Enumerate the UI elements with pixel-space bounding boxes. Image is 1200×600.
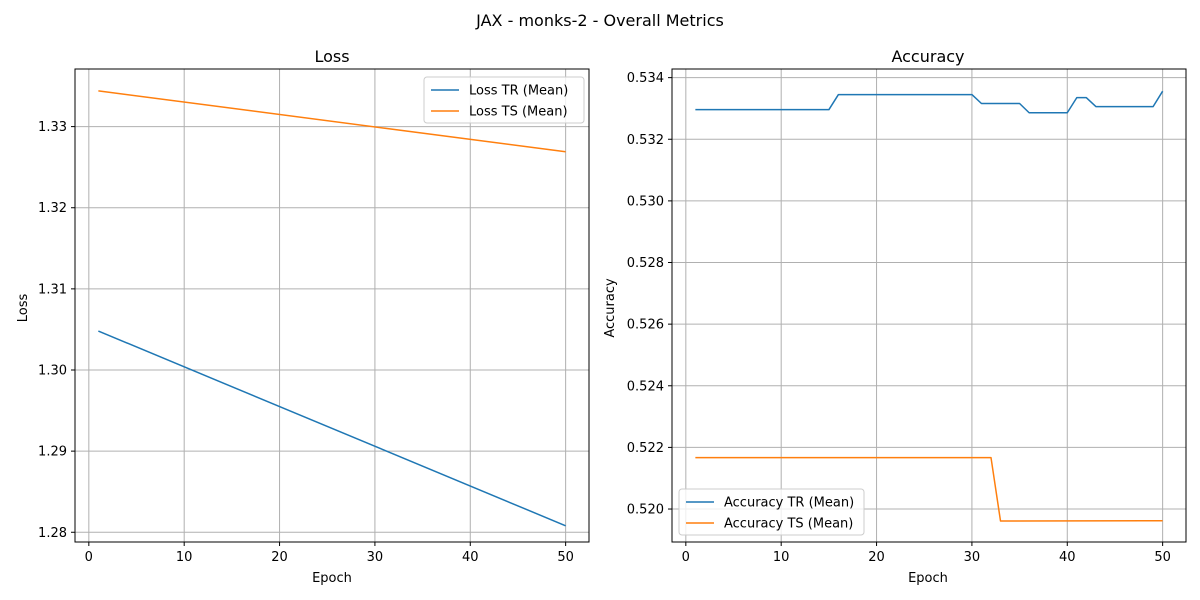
- loss-panel: Loss Epoch Loss 0 10 20 30 40 50 1.28 1.29 1.30 1…: [16, 47, 590, 586]
- accuracy-y-tick-label: 0.520: [627, 503, 664, 518]
- loss-legend-box: [423, 76, 585, 124]
- accuracy-legend-box: [678, 488, 865, 536]
- accuracy-y-tick-label: 0.522: [627, 441, 664, 456]
- loss-x-tick-label: 10: [176, 550, 193, 565]
- accuracy-axes-frame: [671, 68, 1187, 543]
- loss-series-line-ts: [98, 90, 566, 153]
- loss-x-axis-label: Epoch: [312, 571, 352, 586]
- loss-x-tick-label: 30: [367, 550, 384, 565]
- loss-panel-title: Loss: [314, 47, 349, 66]
- accuracy-y-tick-label: 0.526: [627, 318, 664, 333]
- loss-x-tick-label: 20: [271, 550, 288, 565]
- accuracy-panel-title: Accuracy: [891, 47, 964, 66]
- accuracy-legend: Accuracy TR (Mean) Accuracy TS (Mean): [678, 488, 865, 536]
- loss-x-tick-label: 40: [462, 550, 479, 565]
- accuracy-legend-label: Accuracy TS (Mean): [724, 517, 853, 532]
- accuracy-series-line-ts: [695, 456, 1163, 522]
- accuracy-y-tick-label: 0.528: [627, 256, 664, 271]
- accuracy-y-tick-label: 0.524: [627, 379, 664, 394]
- accuracy-x-tick-label: 30: [964, 550, 981, 565]
- loss-y-axis-label: Loss: [16, 294, 31, 323]
- loss-y-tick-label: 1.31: [38, 282, 67, 297]
- loss-x-tick-label: 0: [85, 550, 93, 565]
- accuracy-x-axis-label: Epoch: [908, 571, 948, 586]
- accuracy-x-tick-label: 10: [773, 550, 790, 565]
- loss-series-line-tr: [98, 330, 566, 527]
- loss-y-tick-label: 1.28: [38, 526, 67, 541]
- accuracy-x-tick-label: 50: [1154, 550, 1171, 565]
- loss-y-tick-label: 1.33: [38, 120, 67, 135]
- accuracy-y-tick-label: 0.530: [627, 194, 664, 209]
- loss-x-tick-label: 50: [557, 550, 574, 565]
- loss-legend: Loss TR (Mean) Loss TS (Mean): [423, 76, 585, 124]
- accuracy-x-tick-label: 20: [868, 550, 885, 565]
- accuracy-x-tick-label: 40: [1059, 550, 1076, 565]
- loss-y-tick-label: 1.32: [38, 201, 67, 216]
- loss-legend-label: Loss TR (Mean): [469, 84, 568, 99]
- accuracy-x-tick-label: 0: [682, 550, 690, 565]
- accuracy-y-axis-label: Accuracy: [603, 278, 618, 338]
- figure-suptitle: JAX - monks-2 - Overall Metrics: [475, 11, 724, 30]
- accuracy-y-tick-label: 0.532: [627, 133, 664, 148]
- accuracy-legend-label: Accuracy TR (Mean): [724, 496, 854, 511]
- loss-y-tick-label: 1.30: [38, 364, 67, 379]
- accuracy-panel: Accuracy Epoch Accuracy 0 10 20 30 40 50 0.520…: [603, 47, 1187, 586]
- loss-legend-label: Loss TS (Mean): [469, 105, 568, 120]
- loss-y-tick-label: 1.29: [38, 445, 67, 460]
- loss-axes-frame: [74, 68, 590, 543]
- accuracy-y-tick-label: 0.534: [627, 71, 664, 86]
- accuracy-series-line-tr: [695, 90, 1164, 114]
